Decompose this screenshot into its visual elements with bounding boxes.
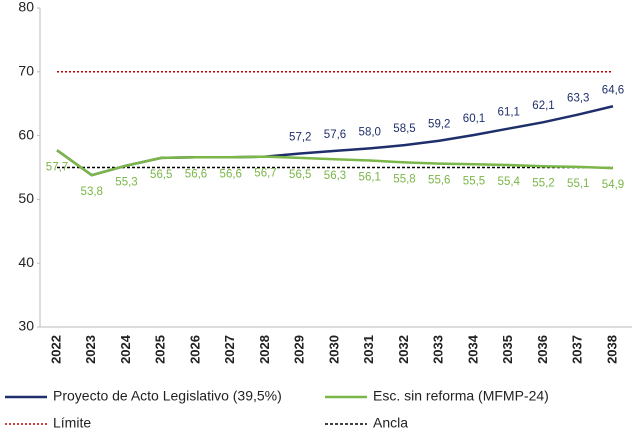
data-label: 58,0 [359, 126, 381, 138]
x-tick-label: 2029 [292, 335, 307, 364]
x-tick-label: 2027 [222, 335, 237, 364]
y-tick-label: 30 [18, 318, 34, 334]
x-tick-label: 2033 [431, 335, 446, 364]
x-tick-label: 2025 [153, 335, 168, 364]
data-label: 55,6 [428, 175, 450, 187]
series-line [56, 149, 614, 177]
legend-label: Ancla [373, 415, 408, 431]
data-label: 62,1 [532, 100, 554, 112]
y-tick-label: 60 [18, 126, 34, 142]
x-tick-label: 2034 [465, 334, 480, 364]
x-tick-label: 2024 [118, 334, 133, 364]
data-label: 61,1 [498, 107, 520, 119]
data-label: 56,5 [289, 169, 311, 181]
data-label: 63,3 [567, 93, 589, 105]
data-label: 55,2 [532, 177, 554, 189]
y-tick-label: 40 [18, 254, 34, 270]
data-label: 56,1 [359, 172, 381, 184]
data-label: 56,5 [150, 169, 172, 181]
x-tick-label: 2022 [48, 335, 63, 364]
data-label: 55,5 [463, 175, 485, 187]
data-label: 55,8 [393, 173, 415, 185]
legend-label: Esc. sin reforma (MFMP-24) [373, 388, 549, 404]
x-tick-label: 2026 [187, 335, 202, 364]
y-tick-label: 80 [18, 0, 34, 15]
data-label: 56,6 [185, 168, 207, 180]
y-tick-label: 70 [18, 63, 34, 79]
x-tick-label: 2036 [535, 335, 550, 364]
x-tick-label: 2028 [257, 335, 272, 364]
data-label: 59,2 [428, 119, 450, 131]
legend-label: Límite [53, 415, 91, 431]
data-label: 54,9 [602, 179, 624, 191]
x-tick-label: 2038 [604, 335, 619, 364]
legend-label: Proyecto de Acto Legislativo (39,5%) [53, 388, 282, 404]
x-tick-label: 2031 [361, 335, 376, 364]
data-label: 57,2 [289, 131, 311, 143]
data-label: 56,6 [220, 168, 242, 180]
data-label: 55,3 [115, 177, 137, 189]
data-label: 57,7 [46, 161, 68, 173]
x-tick-label: 2037 [570, 335, 585, 364]
y-tick-label: 50 [18, 190, 34, 206]
data-label: 55,4 [498, 176, 521, 188]
data-label: 64,6 [602, 84, 624, 96]
data-label: 53,8 [81, 186, 103, 198]
x-tick-label: 2035 [500, 335, 515, 364]
data-label: 56,7 [254, 168, 276, 180]
data-label: 58,5 [393, 123, 415, 135]
x-tick-label: 2030 [326, 335, 341, 364]
data-label: 60,1 [463, 113, 485, 125]
x-tick-label: 2032 [396, 335, 411, 364]
data-label: 57,6 [324, 129, 346, 141]
x-tick-label: 2023 [83, 335, 98, 364]
data-label: 55,1 [567, 178, 589, 190]
data-label: 56,3 [324, 170, 346, 182]
